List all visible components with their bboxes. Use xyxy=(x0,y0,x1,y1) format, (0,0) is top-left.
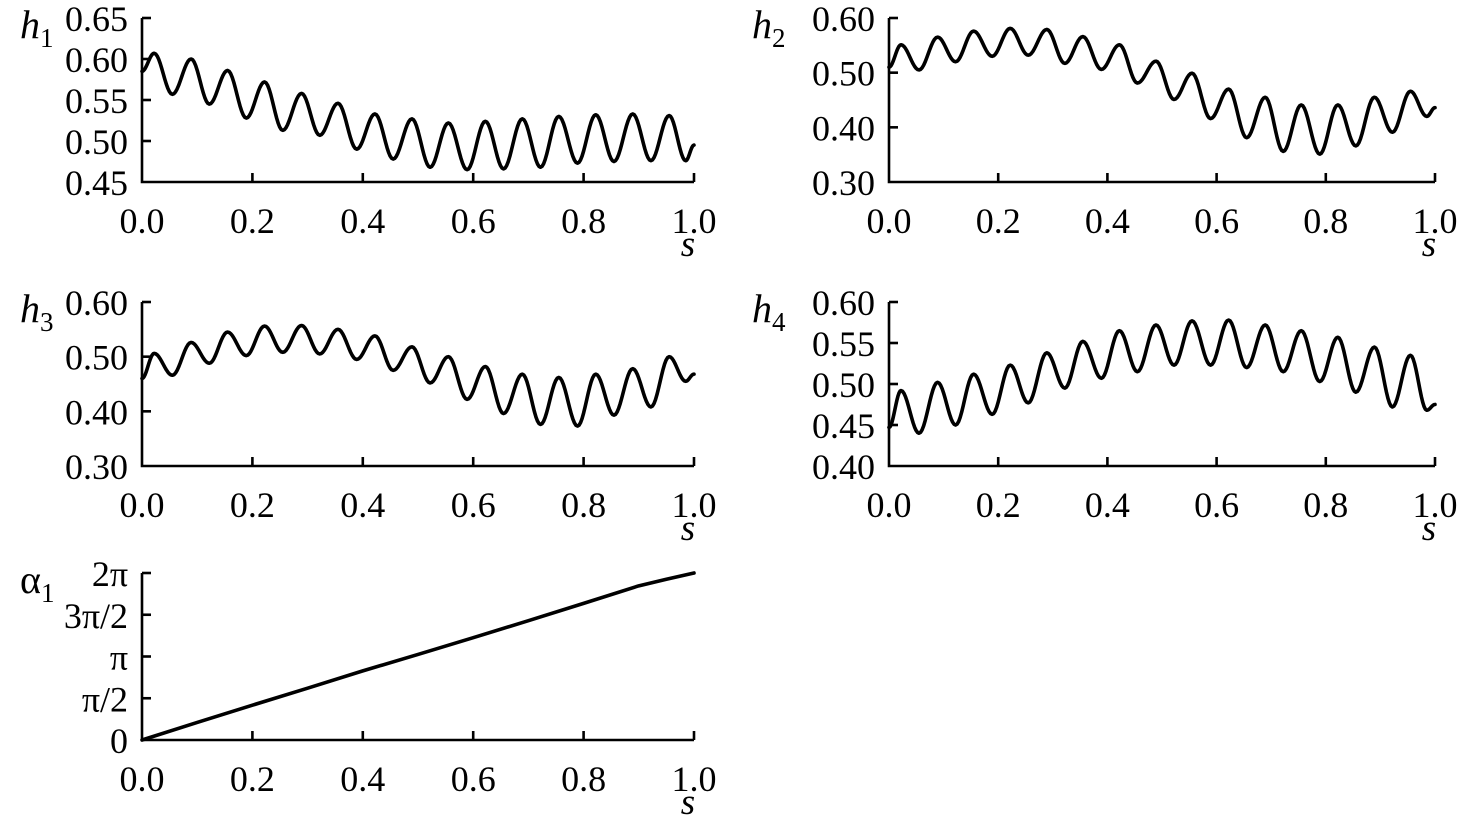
y-tick-label: 0.45 xyxy=(812,406,875,446)
subplot-cell-h3: 0.0 0.2 0.4 0.6 0.8 1.0 0.30 0.40 0.50 0.60 h3 s xyxy=(0,260,732,546)
xlabel-h2: s xyxy=(1422,224,1436,260)
x-tick-label: 1.0 xyxy=(672,485,717,525)
y-tick-label: 0 xyxy=(110,721,128,761)
x-tick-label: 0.2 xyxy=(230,201,275,241)
x-tick-label: 1.0 xyxy=(672,759,717,799)
xlabel-h4: s xyxy=(1422,508,1436,546)
curve-h2 xyxy=(887,26,1437,156)
subplot-h3: 0.0 0.2 0.4 0.6 0.8 1.0 0.30 0.40 0.50 0.60 h3 s xyxy=(20,283,717,546)
x-tick-label: 0.6 xyxy=(451,485,496,525)
y-tick-label: 0.55 xyxy=(812,324,875,364)
y-tick-label: 0.40 xyxy=(65,392,128,432)
subplot-cell-h1: 0.0 0.2 0.4 0.6 0.8 1.0 0.45 0.50 0.55 0.60 0.65 h1… xyxy=(0,0,732,260)
x-tick-label: 0.2 xyxy=(230,485,275,525)
y-tick-label: 0.50 xyxy=(812,54,875,94)
x-tick-label: 1.0 xyxy=(1413,485,1458,525)
y-tick-label: 0.60 xyxy=(65,283,128,323)
xlabel-h1: s xyxy=(681,224,695,260)
x-tick-label: 0.2 xyxy=(230,759,275,799)
axis-lines-h3 xyxy=(140,302,694,468)
x-tick-label: 0.8 xyxy=(561,485,606,525)
empty-cell xyxy=(732,546,1464,832)
x-tick-label: 0.4 xyxy=(340,485,385,525)
curve-h3 xyxy=(140,323,696,428)
subplot-h1: 0.0 0.2 0.4 0.6 0.8 1.0 0.450.500.550.600.65 h1… xyxy=(20,0,717,260)
x-tick-label: 0.4 xyxy=(340,759,385,799)
y-tick-label: 0.50 xyxy=(65,122,128,162)
x-tick-label: 0.0 xyxy=(120,759,165,799)
y-tick-label: 0.65 xyxy=(65,0,128,39)
y-tick-label: π/2 xyxy=(82,679,128,719)
y-tick-label: 0.60 xyxy=(65,40,128,80)
y-tick-label: 0.45 xyxy=(65,163,128,203)
y-tick-label: 0.40 xyxy=(812,108,875,148)
subplot-h2: 0.0 0.2 0.4 0.6 0.8 1.0 0.30 0.40 0.50 0.60 h2 s xyxy=(752,0,1458,260)
y-tick-label: 0.50 xyxy=(65,338,128,378)
x-tick-label: 0.4 xyxy=(340,201,385,241)
x-tick-label: 0.2 xyxy=(976,485,1021,525)
y-tick-label: 2π xyxy=(92,554,128,594)
xlabel-h3: s xyxy=(681,508,695,546)
x-tick-label: 0.8 xyxy=(561,759,606,799)
x-tick-label: 0.6 xyxy=(1194,201,1239,241)
x-tick-label: 0.0 xyxy=(867,485,912,525)
x-tick-label: 0.0 xyxy=(120,201,165,241)
curve-alpha1 xyxy=(140,571,696,742)
x-tick-label: 0.2 xyxy=(976,201,1021,241)
subplot-cell-h4: 0.0 0.2 0.4 0.6 0.8 1.0 0.40 0.45 0.50 0.55 0.60 h4… xyxy=(732,260,1464,546)
y-tick-label: 0.30 xyxy=(812,163,875,203)
ylabel-h3: h3 xyxy=(20,286,54,337)
y-tick-label: 0.50 xyxy=(812,365,875,405)
x-tick-label: 0.6 xyxy=(451,759,496,799)
subplot-cell-alpha1: 0.0 0.2 0.4 0.6 0.8 1.0 0 π/2 π 3π/2 2π α1 s xyxy=(0,546,732,832)
curve-h4 xyxy=(887,318,1437,435)
x-tick-label: 0.0 xyxy=(120,485,165,525)
x-tick-label: 0.6 xyxy=(1194,485,1239,525)
y-tick-label: 0.30 xyxy=(65,447,128,487)
x-tick-label: 0.4 xyxy=(1085,201,1130,241)
ylabel-h2: h2 xyxy=(752,2,786,53)
y-tick-label: 3π/2 xyxy=(64,596,128,636)
ylabel-h1: h1 xyxy=(20,2,54,53)
x-tick-label: 0.6 xyxy=(451,201,496,241)
y-tick-label: 0.40 xyxy=(812,447,875,487)
y-tick-label: 0.55 xyxy=(65,81,128,121)
axis-lines-h2 xyxy=(887,18,1435,184)
axis-lines-h4 xyxy=(887,302,1435,468)
ylabel-h4: h4 xyxy=(752,286,786,337)
curve-h1 xyxy=(140,51,696,172)
y-tick-label: 0.60 xyxy=(812,0,875,39)
x-tick-label: 0.8 xyxy=(1303,485,1348,525)
y-tick-label: 0.60 xyxy=(812,283,875,323)
subplot-cell-h2: 0.0 0.2 0.4 0.6 0.8 1.0 0.30 0.40 0.50 0.60 h2 s xyxy=(732,0,1464,260)
y-tick-label: π xyxy=(110,638,128,678)
x-tick-label: 1.0 xyxy=(1413,201,1458,241)
xlabel-alpha1: s xyxy=(681,782,695,823)
x-tick-label: 0.4 xyxy=(1085,485,1130,525)
x-tick-label: 0.8 xyxy=(561,201,606,241)
x-tick-label: 1.0 xyxy=(672,201,717,241)
x-tick-label: 0.0 xyxy=(867,201,912,241)
subplot-h4: 0.0 0.2 0.4 0.6 0.8 1.0 0.400.450.500.550.60 h4… xyxy=(752,283,1458,546)
ylabel-alpha1: α1 xyxy=(20,557,54,608)
x-tick-label: 0.8 xyxy=(1303,201,1348,241)
